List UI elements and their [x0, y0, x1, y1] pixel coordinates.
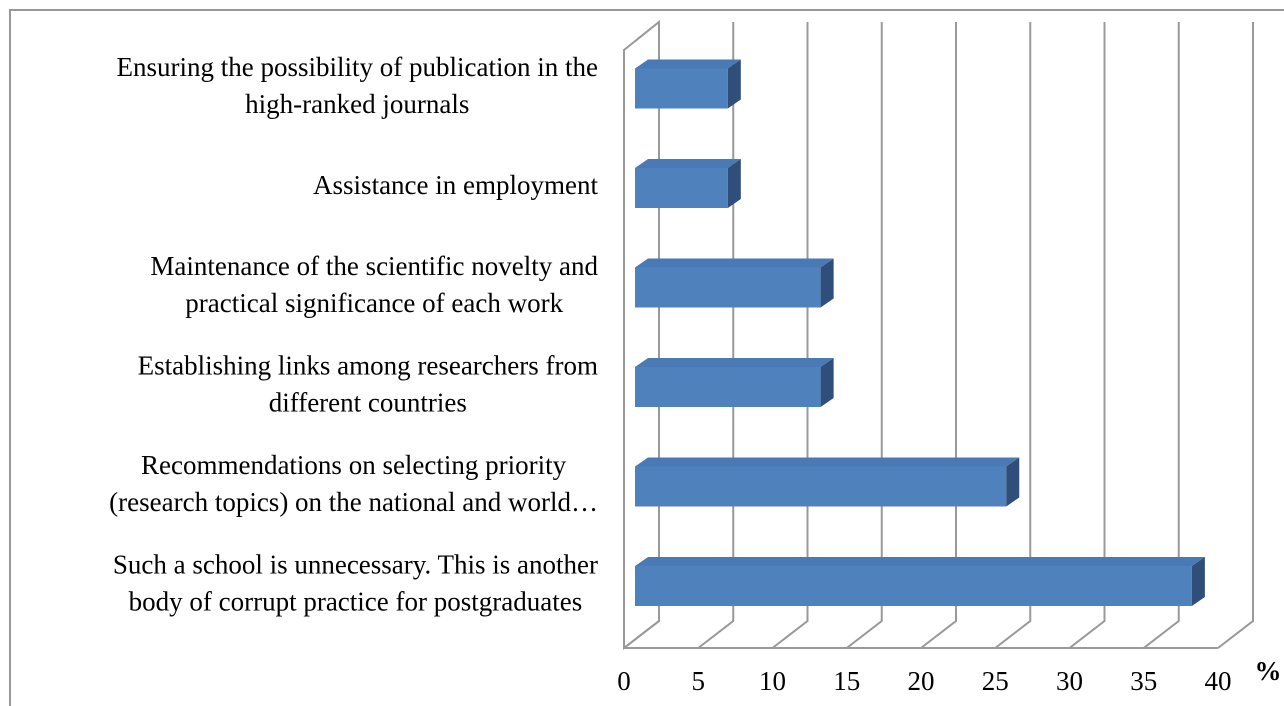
frame — [9, 9, 1284, 706]
x-tick-label: 35 — [1130, 666, 1157, 696]
grid-line — [1068, 22, 1106, 649]
bar-front — [635, 267, 821, 308]
y-tick-label: Ensuring the possibility of publication … — [117, 52, 598, 119]
x-tick-label: 20 — [908, 666, 935, 696]
x-axis-label: % — [1255, 656, 1282, 686]
bar — [635, 457, 1020, 507]
grid-line — [846, 22, 883, 649]
bar — [635, 159, 741, 208]
bar-side — [727, 159, 741, 208]
bar-front — [635, 367, 821, 407]
bar-side — [1006, 457, 1020, 507]
bar — [635, 59, 741, 109]
y-tick-label: Recommendations on selecting priority (re… — [109, 450, 598, 517]
bar-side — [820, 358, 834, 407]
bar-top — [635, 358, 834, 367]
bar — [635, 557, 1205, 606]
grid-line — [771, 22, 809, 649]
x-tick-label: 25 — [982, 666, 1009, 696]
x-tick-label: 40 — [1205, 666, 1232, 696]
bar-top — [635, 457, 1020, 467]
bar — [635, 258, 834, 308]
bar-top — [635, 159, 741, 168]
side-wall — [623, 19, 660, 651]
bar-front — [635, 566, 1192, 606]
bar-front — [635, 68, 728, 109]
x-tick-label: 0 — [617, 666, 631, 696]
grid-line — [623, 22, 660, 649]
bar-front — [635, 168, 728, 208]
bar-top — [635, 258, 834, 268]
y-tick-label: Maintenance of the scientific novelty an… — [150, 251, 598, 318]
grid-line — [1217, 22, 1254, 649]
x-tick-label: 30 — [1056, 666, 1083, 696]
x-tick-label: 5 — [692, 666, 706, 696]
grid-line — [994, 22, 1032, 649]
bar-side — [820, 258, 834, 308]
y-tick-label: Assistance in employment — [313, 170, 598, 200]
bar — [635, 358, 834, 407]
bar-side — [727, 59, 741, 109]
bar-front — [635, 466, 1007, 507]
bar-top — [635, 59, 741, 69]
y-tick-label: Establishing links among researchers fro… — [138, 351, 598, 418]
grid-line — [697, 22, 735, 649]
grid-line — [1143, 22, 1180, 649]
grid-line — [920, 22, 957, 649]
y-tick-label: Such a school is unnecessary. This is an… — [113, 550, 598, 617]
bar-top — [635, 557, 1205, 566]
x-tick-label: 15 — [833, 666, 860, 696]
x-tick-label: 10 — [759, 666, 786, 696]
bar-side — [1191, 557, 1205, 606]
